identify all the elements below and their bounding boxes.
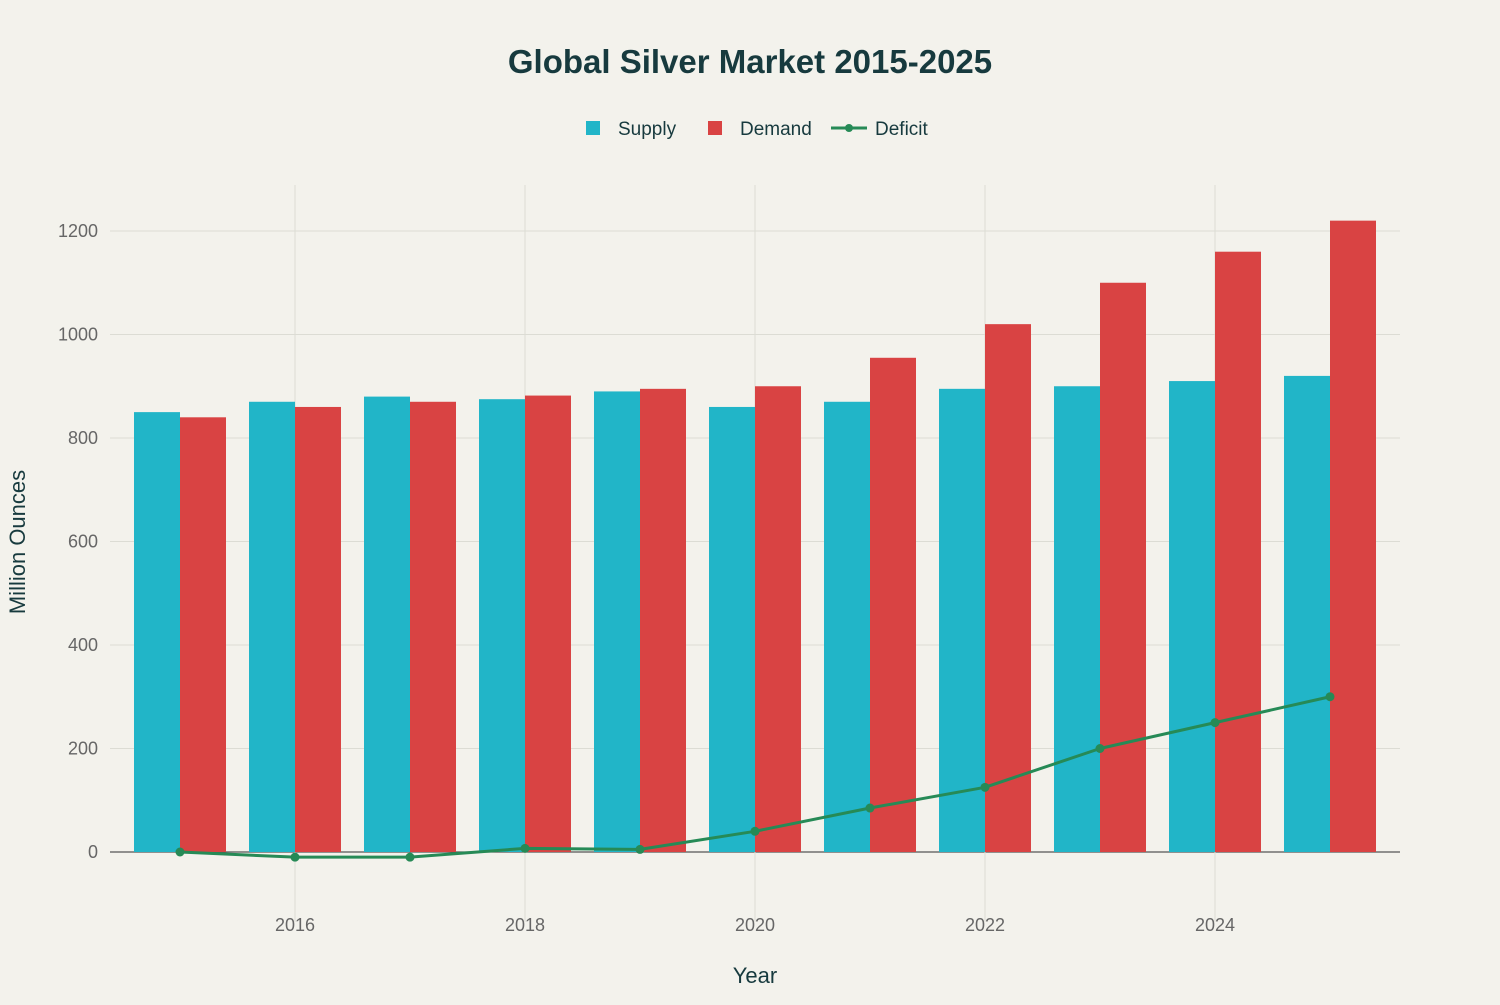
bar-supply [594, 391, 640, 852]
legend-label-demand[interactable]: Demand [740, 119, 812, 140]
x-tick-label: 2016 [275, 915, 315, 935]
bar-demand [1215, 251, 1261, 852]
x-tick-label: 2020 [735, 915, 775, 935]
y-tick-label: 800 [68, 428, 98, 448]
legend-label-supply[interactable]: Supply [618, 119, 677, 140]
bar-supply [364, 396, 410, 852]
bar-demand [755, 386, 801, 852]
x-tick-label: 2024 [1195, 915, 1235, 935]
legend: Supply Demand Deficit [586, 119, 929, 140]
legend-marker-deficit [845, 124, 853, 132]
bar-demand [870, 357, 916, 852]
bar-supply [134, 412, 180, 852]
bars [134, 220, 1376, 852]
bar-supply [249, 401, 295, 852]
x-tick-label: 2018 [505, 915, 545, 935]
y-tick-label: 200 [68, 739, 98, 759]
deficit-point [865, 803, 875, 813]
bar-supply [939, 388, 985, 852]
deficit-line-layer [175, 692, 1335, 862]
deficit-point [1210, 718, 1220, 728]
bar-supply [1054, 386, 1100, 852]
bar-demand [180, 417, 226, 852]
y-tick-label: 1200 [58, 221, 98, 241]
legend-label-deficit[interactable]: Deficit [875, 119, 929, 140]
y-tick-label: 600 [68, 532, 98, 552]
x-tick-labels: 2016 2018 2020 2022 2024 [275, 915, 1235, 935]
bar-demand [410, 401, 456, 852]
deficit-point [290, 852, 300, 862]
bar-demand [1330, 220, 1376, 852]
y-tick-label: 0 [88, 842, 98, 862]
legend-swatch-supply [586, 121, 600, 135]
bar-demand [295, 406, 341, 852]
x-axis-label: Year [733, 963, 777, 988]
x-tick-label: 2022 [965, 915, 1005, 935]
bar-supply [1169, 381, 1215, 852]
bar-supply [824, 401, 870, 852]
deficit-point [750, 826, 760, 836]
bar-supply [709, 406, 755, 852]
chart-title: Global Silver Market 2015-2025 [508, 43, 992, 80]
y-tick-label: 400 [68, 635, 98, 655]
deficit-point [405, 852, 415, 862]
bar-supply [479, 399, 525, 852]
deficit-point [980, 782, 990, 792]
y-axis-label: Million Ounces [5, 470, 30, 614]
bar-demand [1100, 282, 1146, 852]
deficit-point [520, 843, 530, 853]
bar-demand [525, 395, 571, 852]
bar-supply [1284, 375, 1330, 852]
y-tick-labels: 0 200 400 600 800 1000 1200 [58, 221, 98, 862]
deficit-point [635, 844, 645, 854]
legend-swatch-demand [708, 121, 722, 135]
deficit-point [1095, 744, 1105, 753]
bar-demand [640, 388, 686, 852]
deficit-point [175, 847, 185, 857]
y-tick-label: 1000 [58, 325, 98, 345]
bar-demand [985, 324, 1031, 852]
deficit-point [1325, 692, 1335, 702]
